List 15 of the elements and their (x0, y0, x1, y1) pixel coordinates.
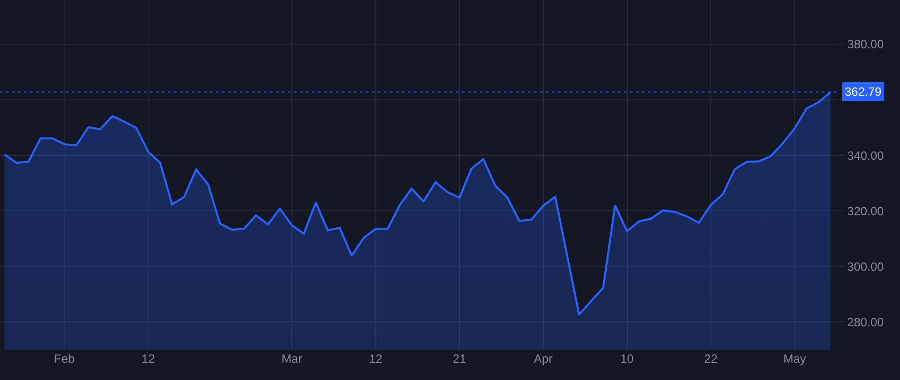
x-tick-label: May (784, 352, 806, 366)
x-tick-label: 12 (142, 352, 156, 366)
y-tick-label: 380.00 (847, 38, 884, 52)
x-tick-label: 21 (453, 352, 467, 366)
y-tick-label: 280.00 (847, 315, 884, 330)
ref-line-label: 362.79 (845, 85, 882, 99)
y-tick-label: 340.00 (847, 148, 884, 163)
y-tick-label: 300.00 (847, 260, 884, 274)
x-tick-label: 22 (704, 352, 718, 366)
x-tick-label: Apr (534, 352, 553, 366)
y-tick-label: 320.00 (847, 204, 884, 218)
x-tick-label: 12 (369, 352, 383, 366)
x-tick-label: Feb (54, 352, 76, 366)
x-tick-label: Mar (282, 352, 302, 366)
x-tick-label: 10 (620, 352, 634, 366)
